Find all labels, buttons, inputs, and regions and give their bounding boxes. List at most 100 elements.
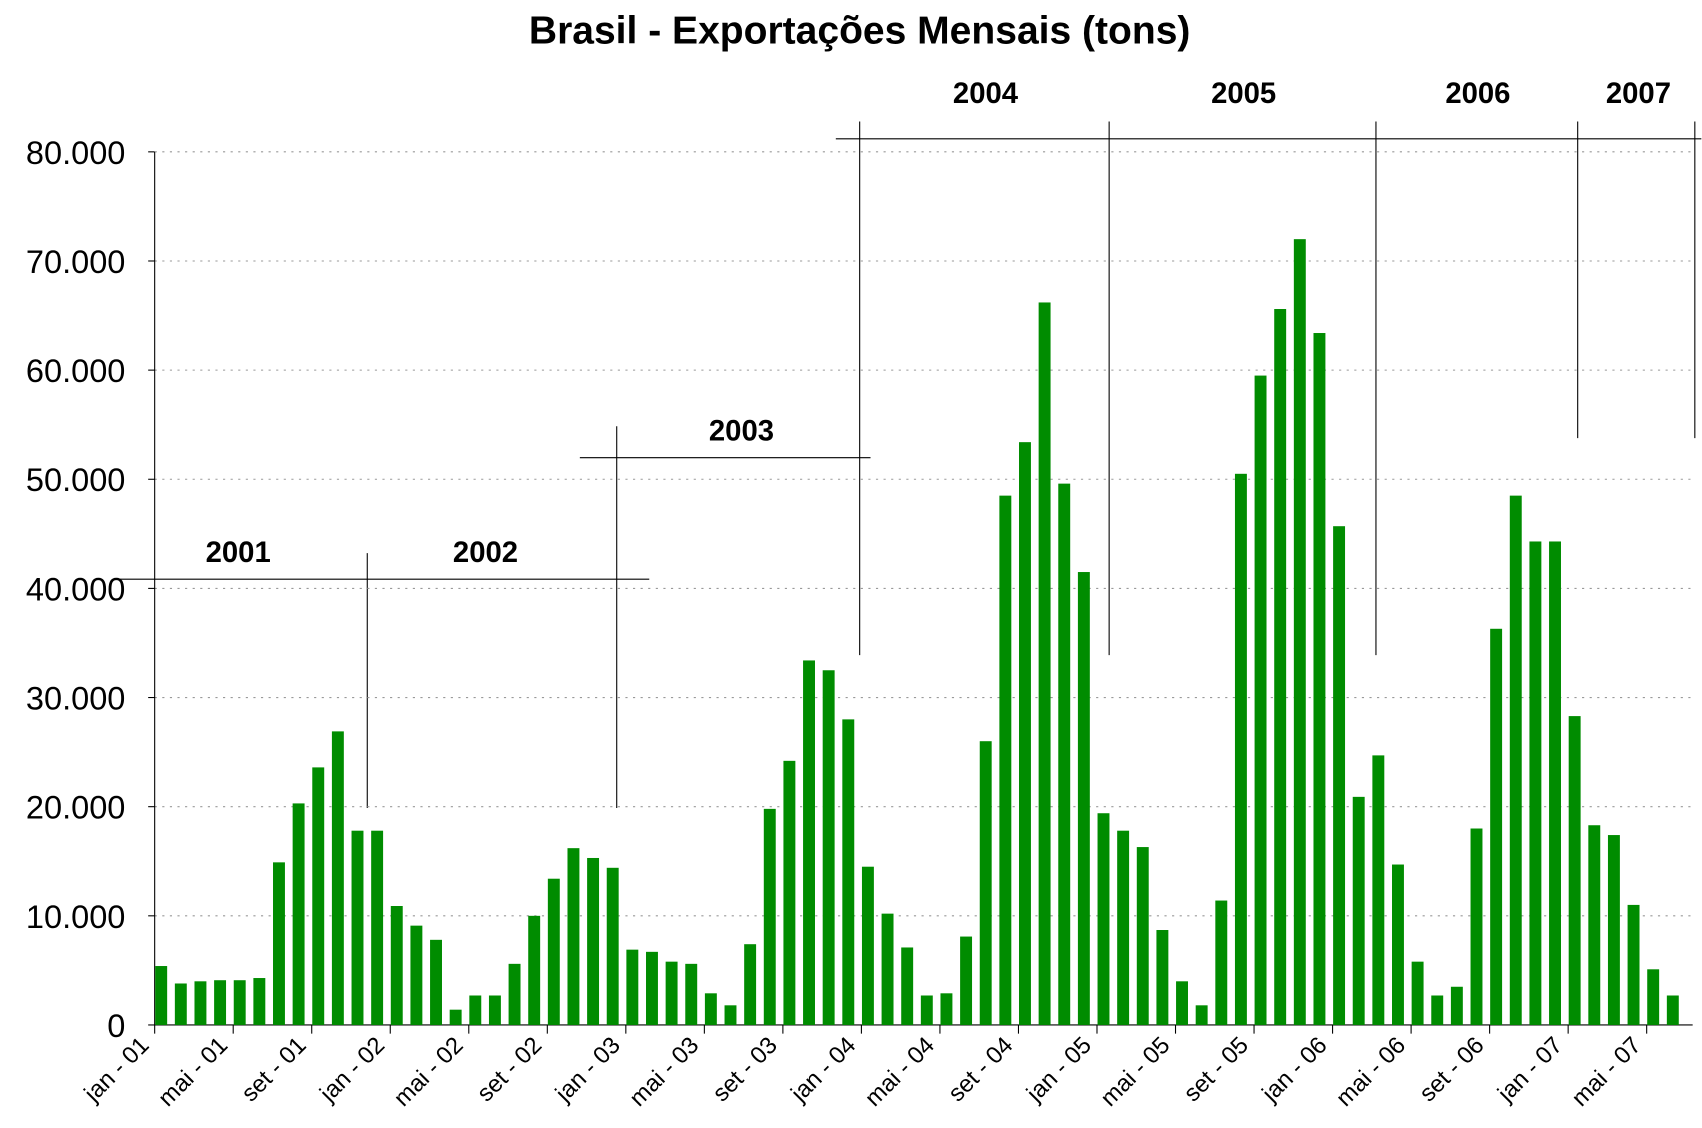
x-tick-label: set - 05 (1179, 1032, 1254, 1107)
bar (1117, 830, 1130, 1025)
year-separators (119, 121, 1702, 809)
bar (273, 862, 285, 1025)
x-tick-label: jan - 03 (550, 1032, 626, 1108)
bar (685, 963, 698, 1025)
x-tick-label: mai - 04 (860, 1032, 940, 1112)
x-tick-label: mai - 02 (389, 1032, 469, 1112)
y-tick-label: 0 (107, 1008, 125, 1044)
bar (1097, 813, 1110, 1025)
bar (626, 949, 639, 1025)
bar (528, 915, 541, 1025)
bar (999, 495, 1012, 1025)
bar (1234, 473, 1247, 1025)
y-tick-label: 50.000 (26, 462, 125, 498)
bar (1156, 930, 1169, 1025)
bar (1215, 900, 1228, 1025)
bar (1529, 541, 1542, 1025)
x-tick-label: mai - 05 (1095, 1032, 1175, 1112)
bar (861, 866, 874, 1025)
bar (1647, 969, 1660, 1025)
bar (1568, 716, 1581, 1025)
bar (1490, 628, 1503, 1025)
y-tick-label: 20.000 (26, 790, 125, 826)
bar (1431, 995, 1444, 1025)
x-tick-label: set - 03 (707, 1032, 782, 1107)
bar (724, 1005, 737, 1025)
bar (1627, 904, 1640, 1025)
y-tick-label: 70.000 (26, 244, 125, 280)
bar (155, 966, 168, 1025)
bar (1176, 981, 1188, 1025)
x-tick-label: set - 02 (472, 1032, 547, 1107)
bar (469, 995, 482, 1025)
x-tick-label: jan - 05 (1021, 1032, 1097, 1108)
x-tick-label: set - 01 (236, 1032, 311, 1107)
bar (488, 995, 501, 1025)
bar (1077, 572, 1090, 1025)
y-tick-label: 10.000 (26, 899, 125, 935)
bar (1666, 995, 1679, 1025)
bar (253, 978, 266, 1025)
bar (1549, 541, 1561, 1025)
x-tick-label: jan - 04 (785, 1032, 861, 1108)
bar (547, 878, 560, 1025)
x-tick-label: set - 06 (1414, 1032, 1489, 1107)
bar (606, 867, 619, 1025)
year-label: 2001 (206, 536, 271, 569)
bar (1274, 309, 1287, 1025)
bar (174, 983, 187, 1025)
bar (312, 767, 325, 1025)
x-tick-label: mai - 01 (153, 1032, 233, 1112)
bar (1392, 864, 1404, 1025)
bar (1333, 526, 1346, 1025)
year-label: 2002 (453, 536, 518, 569)
bar (292, 803, 305, 1025)
bar (1136, 847, 1149, 1025)
bar (371, 830, 384, 1025)
year-label: 2007 (1606, 77, 1671, 110)
bar (1352, 796, 1365, 1025)
year-label: 2005 (1211, 77, 1276, 110)
bar (351, 830, 364, 1025)
bar (1293, 239, 1306, 1025)
bar (979, 741, 992, 1025)
x-tick-label: jan - 06 (1256, 1032, 1332, 1108)
bar (587, 857, 600, 1025)
bar (567, 848, 580, 1025)
year-label: 2006 (1445, 77, 1510, 110)
bar (960, 936, 973, 1025)
bar (1509, 495, 1522, 1025)
bar (508, 963, 521, 1025)
bar (901, 947, 914, 1025)
bar (1450, 986, 1463, 1025)
x-tick-label: mai - 03 (624, 1032, 704, 1112)
bar (763, 808, 776, 1025)
x-tick-label: mai - 06 (1331, 1032, 1411, 1112)
bar (1607, 835, 1620, 1025)
bar (783, 760, 796, 1025)
bar (194, 981, 207, 1025)
year-label: 2003 (709, 414, 774, 447)
bar (1372, 755, 1385, 1025)
bar (1470, 828, 1483, 1025)
bar (233, 980, 246, 1025)
bar (390, 905, 403, 1025)
y-tick-label: 40.000 (26, 571, 125, 607)
y-tick-label: 30.000 (26, 680, 125, 716)
bar (646, 951, 658, 1025)
bar (842, 719, 855, 1025)
y-tick-label: 60.000 (26, 353, 125, 389)
x-tick-label: mai - 07 (1567, 1032, 1647, 1112)
x-tick-label: jan - 07 (1492, 1032, 1568, 1108)
bar (704, 993, 717, 1025)
bar (1019, 442, 1031, 1025)
year-label: 2004 (953, 77, 1019, 110)
bar (430, 939, 442, 1025)
bar (331, 731, 344, 1025)
bar (1588, 825, 1601, 1025)
chart-title: Brasil - Exportações Mensais (tons) (529, 9, 1191, 52)
bar (744, 944, 757, 1025)
bar (920, 995, 933, 1025)
bar (1058, 483, 1071, 1025)
